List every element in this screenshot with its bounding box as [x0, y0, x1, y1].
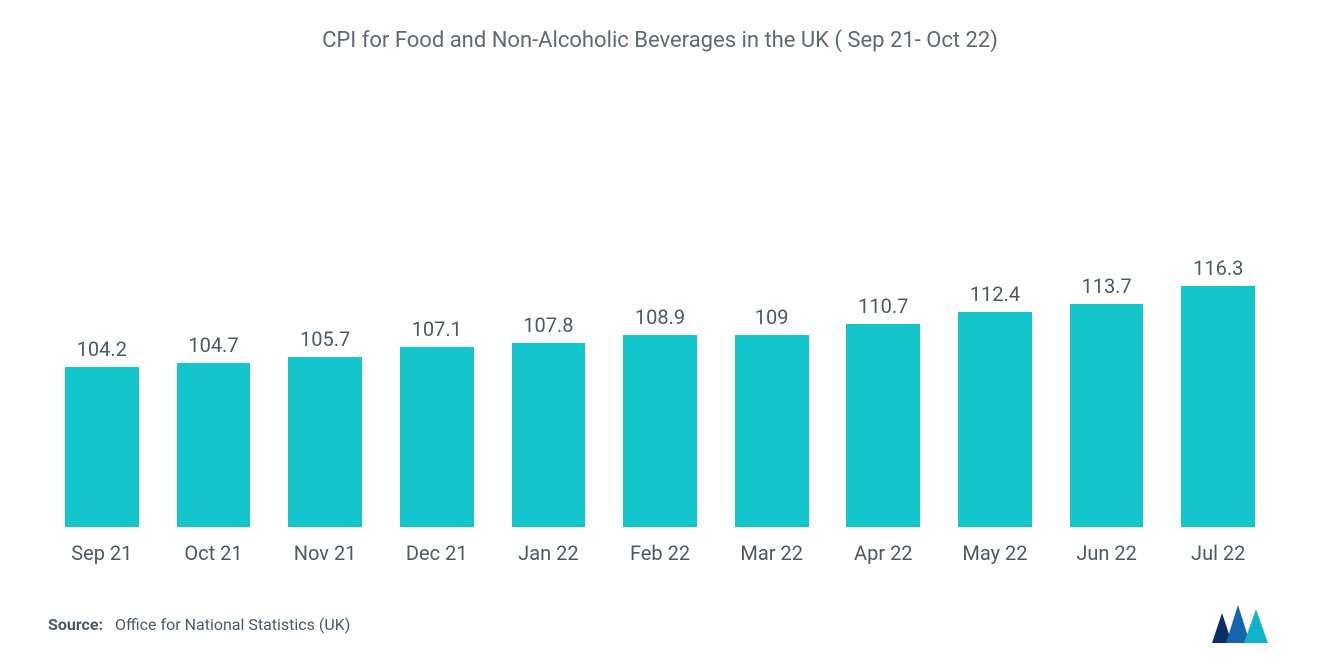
logo-right	[1244, 609, 1268, 643]
plot-area: 104.2 104.7 105.7 107.1 107.8 108.9 109 110.7 11…	[40, 63, 1280, 527]
chart-container: CPI for Food and Non-Alcoholic Beverages…	[0, 0, 1320, 665]
bar: 108.9	[623, 335, 697, 527]
bar: 113.7	[1070, 304, 1144, 527]
bar-slot: 116.3	[1162, 63, 1274, 527]
brand-logo-svg	[1212, 605, 1272, 643]
bar-slot: 112.4	[939, 63, 1051, 527]
x-axis-tick: Jun 22	[1051, 541, 1163, 565]
bar-value-label: 104.2	[77, 337, 127, 361]
x-axis-tick: May 22	[939, 541, 1051, 565]
x-axis-tick: Feb 22	[604, 541, 716, 565]
x-axis-tick: Mar 22	[716, 541, 828, 565]
bar-value-label: 108.9	[635, 305, 685, 329]
source-label: Source:	[48, 615, 103, 634]
bar: 104.7	[177, 363, 251, 527]
bar-value-label: 105.7	[300, 327, 350, 351]
bar: 116.3	[1181, 286, 1255, 527]
x-axis-tick: Sep 21	[46, 541, 158, 565]
bar: 110.7	[846, 324, 920, 527]
chart-title: CPI for Food and Non-Alcoholic Beverages…	[40, 28, 1280, 53]
bar-value-label: 107.8	[523, 313, 573, 337]
bar-slot: 107.1	[381, 63, 493, 527]
bar-slot: 109	[716, 63, 828, 527]
bar-slot: 105.7	[269, 63, 381, 527]
bar-value-label: 109	[755, 305, 789, 329]
x-axis-tick: Dec 21	[381, 541, 493, 565]
brand-logo-icon	[1212, 605, 1272, 643]
bar-value-label: 113.7	[1081, 274, 1131, 298]
bars-group: 104.2 104.7 105.7 107.1 107.8 108.9 109 110.7 11…	[40, 63, 1280, 527]
bar-value-label: 116.3	[1193, 256, 1243, 280]
bar: 107.8	[512, 343, 586, 527]
x-axis-tick: Nov 21	[269, 541, 381, 565]
bar: 104.2	[65, 367, 139, 527]
bar: 105.7	[288, 357, 362, 527]
x-axis-tick: Jan 22	[493, 541, 605, 565]
x-axis: Sep 21Oct 21Nov 21Dec 21Jan 22Feb 22Mar …	[40, 527, 1280, 565]
bar: 112.4	[958, 312, 1032, 527]
bar-value-label: 104.7	[188, 333, 238, 357]
bar-slot: 104.2	[46, 63, 158, 527]
bar-slot: 108.9	[604, 63, 716, 527]
bar-value-label: 107.1	[412, 317, 462, 341]
source-text: Office for National Statistics (UK)	[115, 615, 350, 634]
x-axis-tick: Jul 22	[1162, 541, 1274, 565]
bar: 107.1	[400, 347, 474, 527]
bar-value-label: 110.7	[858, 294, 908, 318]
x-axis-tick: Apr 22	[827, 541, 939, 565]
x-axis-tick: Oct 21	[158, 541, 270, 565]
bar-slot: 104.7	[158, 63, 270, 527]
bar-slot: 107.8	[493, 63, 605, 527]
bar-slot: 110.7	[827, 63, 939, 527]
bar-value-label: 112.4	[970, 282, 1020, 306]
bar-slot: 113.7	[1051, 63, 1163, 527]
bar: 109	[735, 335, 809, 527]
chart-footer: Source: Office for National Statistics (…	[40, 605, 1280, 665]
source-line: Source: Office for National Statistics (…	[48, 615, 350, 634]
